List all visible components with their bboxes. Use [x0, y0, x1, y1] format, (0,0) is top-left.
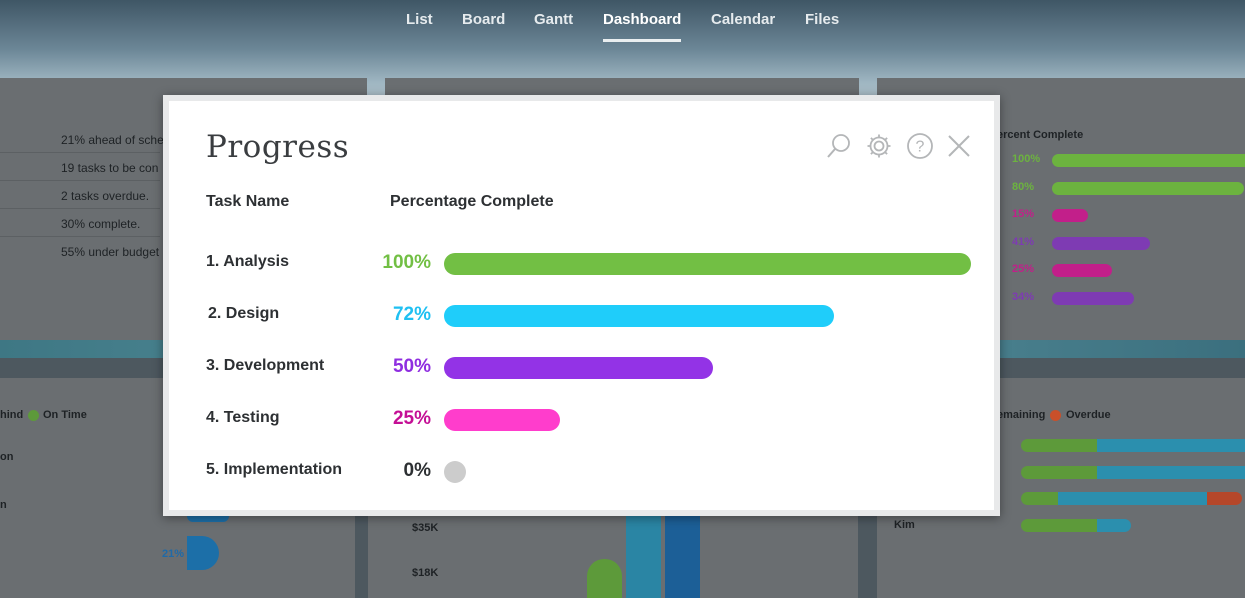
- legend-overdue-label: Overdue: [1066, 409, 1111, 421]
- workload-segment: [1097, 519, 1131, 532]
- workload-segment: [1058, 492, 1207, 505]
- nav-dashboard[interactable]: Dashboard: [603, 11, 682, 28]
- half-bar: [187, 516, 229, 522]
- progress-bar: [444, 305, 834, 327]
- legend-remaining-label: emaining: [997, 409, 1046, 421]
- nav-board[interactable]: Board: [462, 11, 506, 28]
- row-percent: 21%: [162, 548, 185, 560]
- percent-label: 25%: [1012, 263, 1035, 275]
- nav-active-indicator: [603, 39, 681, 42]
- task-percent: 72%: [392, 304, 431, 325]
- percent-bar: [1052, 291, 1134, 305]
- progress-bar: [444, 253, 971, 275]
- percentage-header: Percentage Complete: [390, 193, 554, 210]
- workload-segment: [1021, 439, 1097, 452]
- percent-complete-header: ercent Complete: [997, 129, 1084, 141]
- task-name: 1. Analysis: [206, 253, 290, 270]
- y-tick: $18K: [412, 567, 439, 579]
- gear-icon[interactable]: [864, 131, 894, 161]
- progress-track: [444, 357, 971, 379]
- workload-segment: [1097, 439, 1245, 452]
- workload-segment: [1021, 466, 1097, 479]
- close-icon[interactable]: [944, 131, 974, 161]
- half-bar: [187, 536, 219, 570]
- summary-line: 21% ahead of sche: [61, 133, 164, 147]
- progress-track: [444, 253, 971, 275]
- help-icon[interactable]: ?: [905, 131, 935, 161]
- legend-overdue-dot: [1050, 410, 1061, 421]
- legend-on-time-dot: [28, 410, 39, 421]
- nav-gantt[interactable]: Gantt: [534, 11, 574, 28]
- progress-modal: Progress ? Task Name Percentage Complete…: [163, 95, 1000, 516]
- task-name: 2. Design: [208, 305, 280, 322]
- y-tick: $35K: [412, 522, 439, 534]
- workload-segment: [1097, 466, 1245, 479]
- progress-track: [444, 409, 971, 431]
- legend-on-time-label: On Time: [43, 409, 87, 421]
- progress-bar: [444, 357, 713, 379]
- summary-line: 55% under budget: [61, 245, 160, 259]
- nav-list[interactable]: List: [406, 11, 433, 28]
- workload-segment: [1021, 492, 1058, 505]
- search-icon[interactable]: [824, 131, 854, 161]
- percent-bar: [1052, 264, 1112, 277]
- progress-bar-empty: [444, 461, 466, 483]
- percent-bar: [1052, 209, 1088, 222]
- progress-bar: [444, 409, 560, 431]
- modal-title: Progress: [206, 129, 350, 165]
- top-navigation: List Board Gantt Dashboard Calendar File…: [0, 0, 1245, 44]
- chart-column: [587, 559, 622, 598]
- nav-calendar[interactable]: Calendar: [711, 11, 776, 28]
- chart-column: [626, 505, 661, 598]
- task-percent: 0%: [403, 460, 431, 481]
- summary-line: 2 tasks overdue.: [61, 189, 150, 203]
- row-label: on: [0, 451, 14, 463]
- percent-bar: [1052, 236, 1151, 250]
- summary-line: 19 tasks to be con: [61, 161, 159, 175]
- task-name: 5. Implementation: [206, 461, 343, 478]
- row-label: Kim: [894, 519, 915, 531]
- percent-label: 100%: [1012, 153, 1041, 165]
- task-name-header: Task Name: [206, 193, 290, 210]
- row-label: n: [0, 499, 7, 511]
- workload-segment: [1021, 519, 1097, 532]
- task-name: 4. Testing: [206, 409, 280, 426]
- progress-track: [444, 461, 971, 483]
- percent-label: 80%: [1012, 180, 1035, 193]
- task-percent: 50%: [392, 356, 431, 377]
- chart-column: [665, 505, 700, 598]
- percent-label: 41%: [1012, 235, 1035, 248]
- svg-text:?: ?: [916, 139, 925, 156]
- legend-behind-label: hind: [0, 409, 24, 421]
- budget-panel: $35K $18K: [368, 505, 858, 598]
- summary-line: 30% complete.: [61, 217, 141, 231]
- percent-bar: [1052, 181, 1244, 195]
- progress-track: [444, 305, 971, 327]
- percent-label: 34%: [1012, 290, 1035, 303]
- task-percent: 25%: [392, 408, 431, 429]
- nav-files[interactable]: Files: [805, 11, 840, 28]
- task-name: 3. Development: [206, 357, 325, 374]
- workload-segment: [1207, 492, 1242, 505]
- task-percent: 100%: [382, 252, 431, 273]
- percent-label: 15%: [1012, 208, 1035, 220]
- percent-bar: [1052, 154, 1245, 167]
